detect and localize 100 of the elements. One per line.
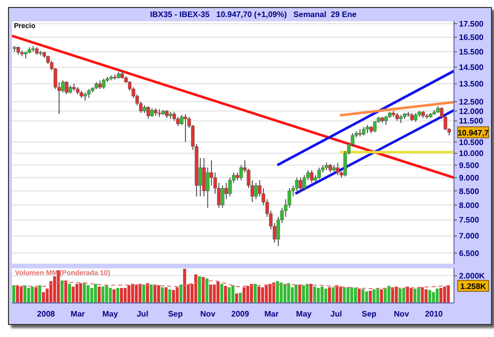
bar (220, 284, 224, 303)
bar (38, 285, 42, 303)
bar (42, 292, 45, 303)
bar (101, 286, 104, 303)
bar (30, 286, 34, 303)
bar (82, 282, 86, 303)
bar (64, 280, 68, 303)
y-tick-label: 12.500 (459, 97, 484, 106)
bar (94, 284, 97, 303)
x-tick-label: Nov (200, 310, 216, 319)
candlestick (358, 128, 362, 137)
bar (324, 288, 328, 303)
bar (202, 277, 205, 303)
bar (372, 289, 376, 303)
bar (384, 288, 387, 303)
candlestick (254, 182, 258, 200)
y-tick-label: 17.500 (459, 19, 484, 28)
candlestick (64, 80, 68, 95)
bar (157, 285, 160, 303)
y-tick-label: 7.500 (459, 216, 480, 225)
bar (294, 284, 298, 303)
bar (228, 287, 231, 303)
bar (417, 287, 420, 303)
bar (410, 288, 413, 303)
candlestick (184, 114, 188, 142)
bar (368, 290, 372, 303)
bar (272, 282, 276, 303)
candlestick (373, 120, 377, 133)
bar (387, 286, 390, 303)
y-tick-label: 10.000 (459, 149, 484, 158)
bar (376, 288, 380, 303)
bar (268, 284, 272, 303)
x-tick-label: Jul (136, 310, 148, 319)
bar (350, 287, 354, 303)
bar (306, 284, 309, 303)
bar (212, 284, 216, 303)
x-tick-label: May (296, 310, 312, 319)
y-tick-label: 12.000 (459, 106, 484, 116)
x-tick-label: Nov (394, 310, 410, 319)
bar (72, 286, 75, 303)
bar (138, 284, 142, 303)
y-tick-label: 2.000K (459, 271, 486, 280)
bar (179, 284, 182, 303)
bar (235, 293, 238, 303)
bar (380, 289, 383, 303)
bar (60, 280, 64, 303)
bar (316, 288, 320, 303)
bar (12, 285, 16, 303)
bar (216, 281, 220, 303)
y-tick-label: 11.500 (459, 116, 484, 126)
bar (439, 288, 442, 303)
bar (320, 286, 324, 303)
annotation: 1.258K (460, 282, 486, 291)
bar (358, 288, 361, 303)
bar (238, 292, 242, 303)
x-tick-label: 2009 (231, 310, 250, 319)
candlestick (158, 108, 162, 118)
candlestick (220, 185, 224, 208)
bar (361, 289, 364, 303)
bar (127, 285, 130, 303)
bar (298, 284, 302, 303)
candlestick (310, 170, 314, 184)
bar (328, 287, 331, 303)
bar (446, 285, 450, 303)
bar (406, 286, 409, 303)
x-tick-label: Mar (70, 310, 85, 319)
bar (205, 278, 208, 303)
bar (86, 285, 90, 303)
x-tick-label: May (102, 310, 118, 319)
bar (20, 286, 23, 303)
bar (280, 282, 283, 303)
bar (183, 268, 186, 303)
bar (108, 288, 112, 303)
candlestick (102, 78, 106, 90)
y-tick-label: 14.500 (459, 63, 484, 72)
bar (250, 284, 253, 303)
bar (346, 287, 350, 303)
y-tick-label: 15.500 (459, 48, 484, 57)
bar (160, 287, 164, 303)
y-tick-label: 16.500 (459, 33, 484, 42)
annotation: 10.947,7 (458, 128, 490, 138)
candlestick (298, 177, 302, 193)
bar (424, 289, 428, 303)
bar (134, 284, 138, 303)
bar (224, 286, 227, 303)
candlestick (176, 116, 180, 126)
bar (209, 284, 212, 303)
bar (79, 283, 82, 303)
bar (443, 286, 446, 303)
bar (168, 289, 172, 303)
bar (257, 286, 260, 303)
bar (153, 284, 156, 303)
bar (90, 288, 94, 303)
bar (402, 288, 406, 303)
bar (27, 288, 30, 303)
bar (68, 284, 71, 303)
bar (242, 287, 246, 303)
x-tick-label: 2008 (37, 310, 56, 319)
bar (309, 284, 312, 303)
bar (354, 288, 357, 303)
